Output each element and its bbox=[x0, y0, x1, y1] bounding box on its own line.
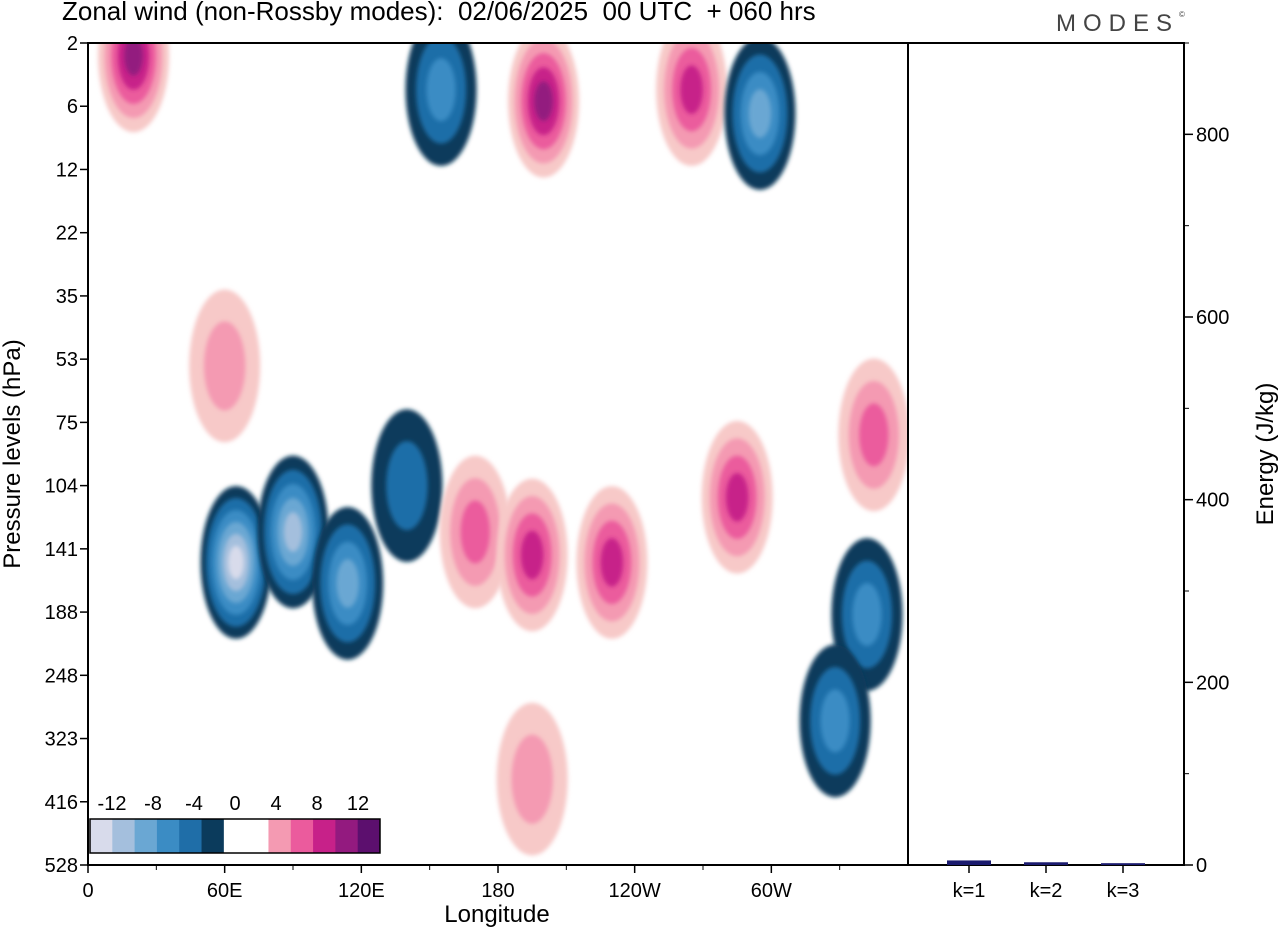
contour-pos-level-2 bbox=[511, 734, 553, 824]
energy-tick-label: 200 bbox=[1196, 672, 1229, 694]
contour-pos-level-5 bbox=[124, 43, 143, 76]
colorbar-swatch bbox=[335, 819, 359, 853]
logo-text: MODES bbox=[1056, 10, 1180, 37]
logo-mark: © bbox=[1179, 10, 1185, 19]
energy-bar bbox=[947, 860, 991, 865]
y-tick-label: 22 bbox=[56, 223, 78, 245]
contour-neg-level-6 bbox=[228, 545, 244, 580]
x-tick-label: 120W bbox=[609, 880, 661, 902]
contour-pos-level-3 bbox=[859, 403, 889, 467]
y-tick-label: 2 bbox=[67, 33, 78, 55]
bar-panel-frame bbox=[907, 42, 1185, 866]
colorbar-swatch bbox=[246, 819, 269, 853]
x-tick-label: 60E bbox=[207, 880, 243, 902]
energy-tick-label: 600 bbox=[1196, 307, 1229, 329]
y-tick-label: 323 bbox=[45, 729, 78, 751]
colorbar-label: 8 bbox=[311, 793, 322, 815]
contour-neg-level-3 bbox=[820, 689, 850, 753]
contour-pos-level-5 bbox=[534, 81, 553, 122]
y-axis-title: Pressure levels (hPa) bbox=[0, 339, 26, 568]
colorbar-swatch bbox=[134, 819, 158, 853]
heatmap-contours bbox=[98, 43, 908, 856]
colorbar-swatch bbox=[112, 819, 136, 853]
colorbar-label: -12 bbox=[98, 793, 127, 815]
contour-pos-level-4 bbox=[600, 538, 624, 587]
energy-bar bbox=[1024, 862, 1068, 865]
y-tick-label: 528 bbox=[45, 855, 78, 877]
y-tick-label: 35 bbox=[56, 286, 78, 308]
energy-bar bbox=[1101, 863, 1145, 865]
energy-bars: k=1 k=2 k=3 bbox=[947, 860, 1145, 902]
colorbar-swatch bbox=[290, 819, 314, 853]
colorbar-swatch bbox=[201, 819, 225, 853]
x-tick-label: 60W bbox=[751, 880, 792, 902]
x-tick-label: 120E bbox=[338, 880, 385, 902]
y-tick-label: 75 bbox=[56, 412, 78, 434]
colorbar: -12 -8 -4 0 4 8 12 bbox=[88, 785, 384, 857]
colorbar-label: -4 bbox=[185, 793, 203, 815]
colorbar-border bbox=[89, 818, 381, 854]
colorbar-swatch bbox=[179, 819, 203, 853]
energy-tick-label: 0 bbox=[1196, 855, 1207, 877]
colorbar-label: -8 bbox=[144, 793, 162, 815]
contour-pos-level-4 bbox=[520, 530, 544, 580]
contour-pos-level-4 bbox=[680, 65, 703, 114]
y-tick-label: 416 bbox=[45, 792, 78, 814]
colorbar-swatch bbox=[268, 819, 292, 853]
colorbar-swatch bbox=[313, 819, 336, 853]
y-tick-label: 188 bbox=[45, 602, 78, 624]
colorbar-swatch bbox=[156, 819, 180, 853]
contour-pos-level-2 bbox=[203, 321, 246, 411]
contour-neg-level-4 bbox=[748, 89, 772, 138]
contour-pos-level-4 bbox=[725, 472, 749, 522]
energy-tick-label: 800 bbox=[1196, 124, 1229, 146]
modes-logo: MODES© bbox=[1056, 10, 1185, 38]
chart-title: Zonal wind (non-Rossby modes): 02/06/202… bbox=[62, 0, 816, 26]
x-tick-label: 0 bbox=[82, 880, 93, 902]
colorbar-label: 4 bbox=[270, 793, 281, 815]
x-axis-title: Longitude bbox=[444, 901, 549, 928]
contour-neg-level-3 bbox=[426, 58, 456, 122]
bar-category-label: k=2 bbox=[1030, 880, 1063, 902]
y-tick-label: 12 bbox=[56, 159, 78, 181]
colorbar-swatch bbox=[90, 819, 113, 853]
y-tick-label: 141 bbox=[45, 539, 78, 561]
contour-pos-level-3 bbox=[460, 500, 490, 564]
colorbar-swatch bbox=[223, 819, 247, 853]
y-tick-label: 53 bbox=[56, 349, 78, 371]
bar-category-label: k=3 bbox=[1107, 880, 1140, 902]
contour-neg-level-5 bbox=[283, 512, 303, 552]
y-tick-label: 248 bbox=[45, 665, 78, 687]
energy-tick-label: 400 bbox=[1196, 490, 1229, 512]
colorbar-label: 0 bbox=[229, 793, 240, 815]
colorbar-label: 12 bbox=[347, 793, 369, 815]
contour-neg-level-2 bbox=[386, 441, 428, 531]
contour-neg-level-3 bbox=[852, 583, 882, 646]
contour-neg-level-4 bbox=[336, 559, 359, 608]
bar-category-label: k=1 bbox=[953, 880, 986, 902]
y-tick-label: 104 bbox=[45, 476, 78, 498]
energy-axis-title: Energy (J/kg) bbox=[1252, 383, 1279, 526]
x-tick-label: 180 bbox=[481, 880, 514, 902]
y-tick-label: 6 bbox=[67, 96, 78, 118]
colorbar-swatch bbox=[357, 819, 381, 853]
